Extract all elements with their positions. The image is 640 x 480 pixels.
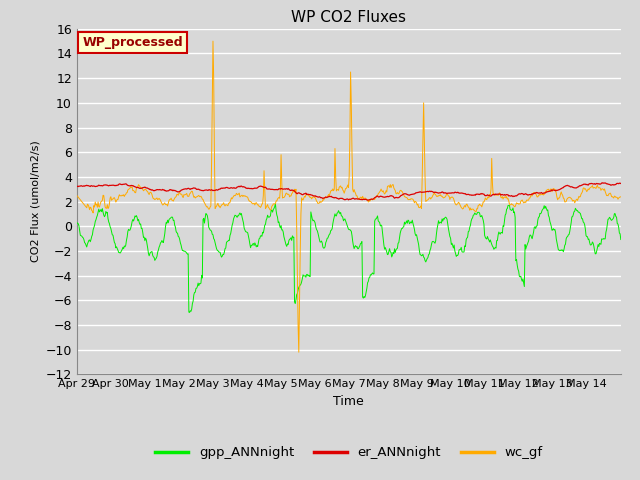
er_ANNnight [264,186,271,192]
gpp_ANNnight [437,219,445,225]
wc_gf [295,349,303,355]
wc_gf [437,192,445,198]
Line: er_ANNnight: er_ANNnight [77,183,621,200]
wc_gf [237,193,245,199]
er_ANNnight [406,192,413,198]
wc_gf [285,192,292,197]
gpp_ANNnight [406,220,414,226]
Line: wc_gf: wc_gf [77,41,621,352]
gpp_ANNnight [271,201,279,206]
gpp_ANNnight [237,211,245,216]
er_ANNnight [73,183,81,189]
wc_gf [209,38,217,44]
wc_gf [137,185,145,191]
er_ANNnight [364,197,371,203]
er_ANNnight [436,190,444,196]
gpp_ANNnight [285,236,293,242]
er_ANNnight [237,183,244,189]
gpp_ANNnight [186,310,193,315]
wc_gf [264,204,272,210]
gpp_ANNnight [264,214,272,220]
Title: WP CO2 Fluxes: WP CO2 Fluxes [291,10,406,25]
wc_gf [406,197,414,203]
Y-axis label: CO2 Flux (umol/m2/s): CO2 Flux (umol/m2/s) [30,141,40,263]
gpp_ANNnight [617,237,625,242]
gpp_ANNnight [137,221,145,227]
er_ANNnight [598,180,606,186]
X-axis label: Time: Time [333,395,364,408]
er_ANNnight [137,185,145,191]
gpp_ANNnight [73,221,81,227]
er_ANNnight [617,180,625,186]
wc_gf [73,192,81,198]
wc_gf [617,194,625,200]
Line: gpp_ANNnight: gpp_ANNnight [77,204,621,312]
Legend: gpp_ANNnight, er_ANNnight, wc_gf: gpp_ANNnight, er_ANNnight, wc_gf [150,441,548,465]
Text: WP_processed: WP_processed [82,36,183,49]
er_ANNnight [284,186,292,192]
